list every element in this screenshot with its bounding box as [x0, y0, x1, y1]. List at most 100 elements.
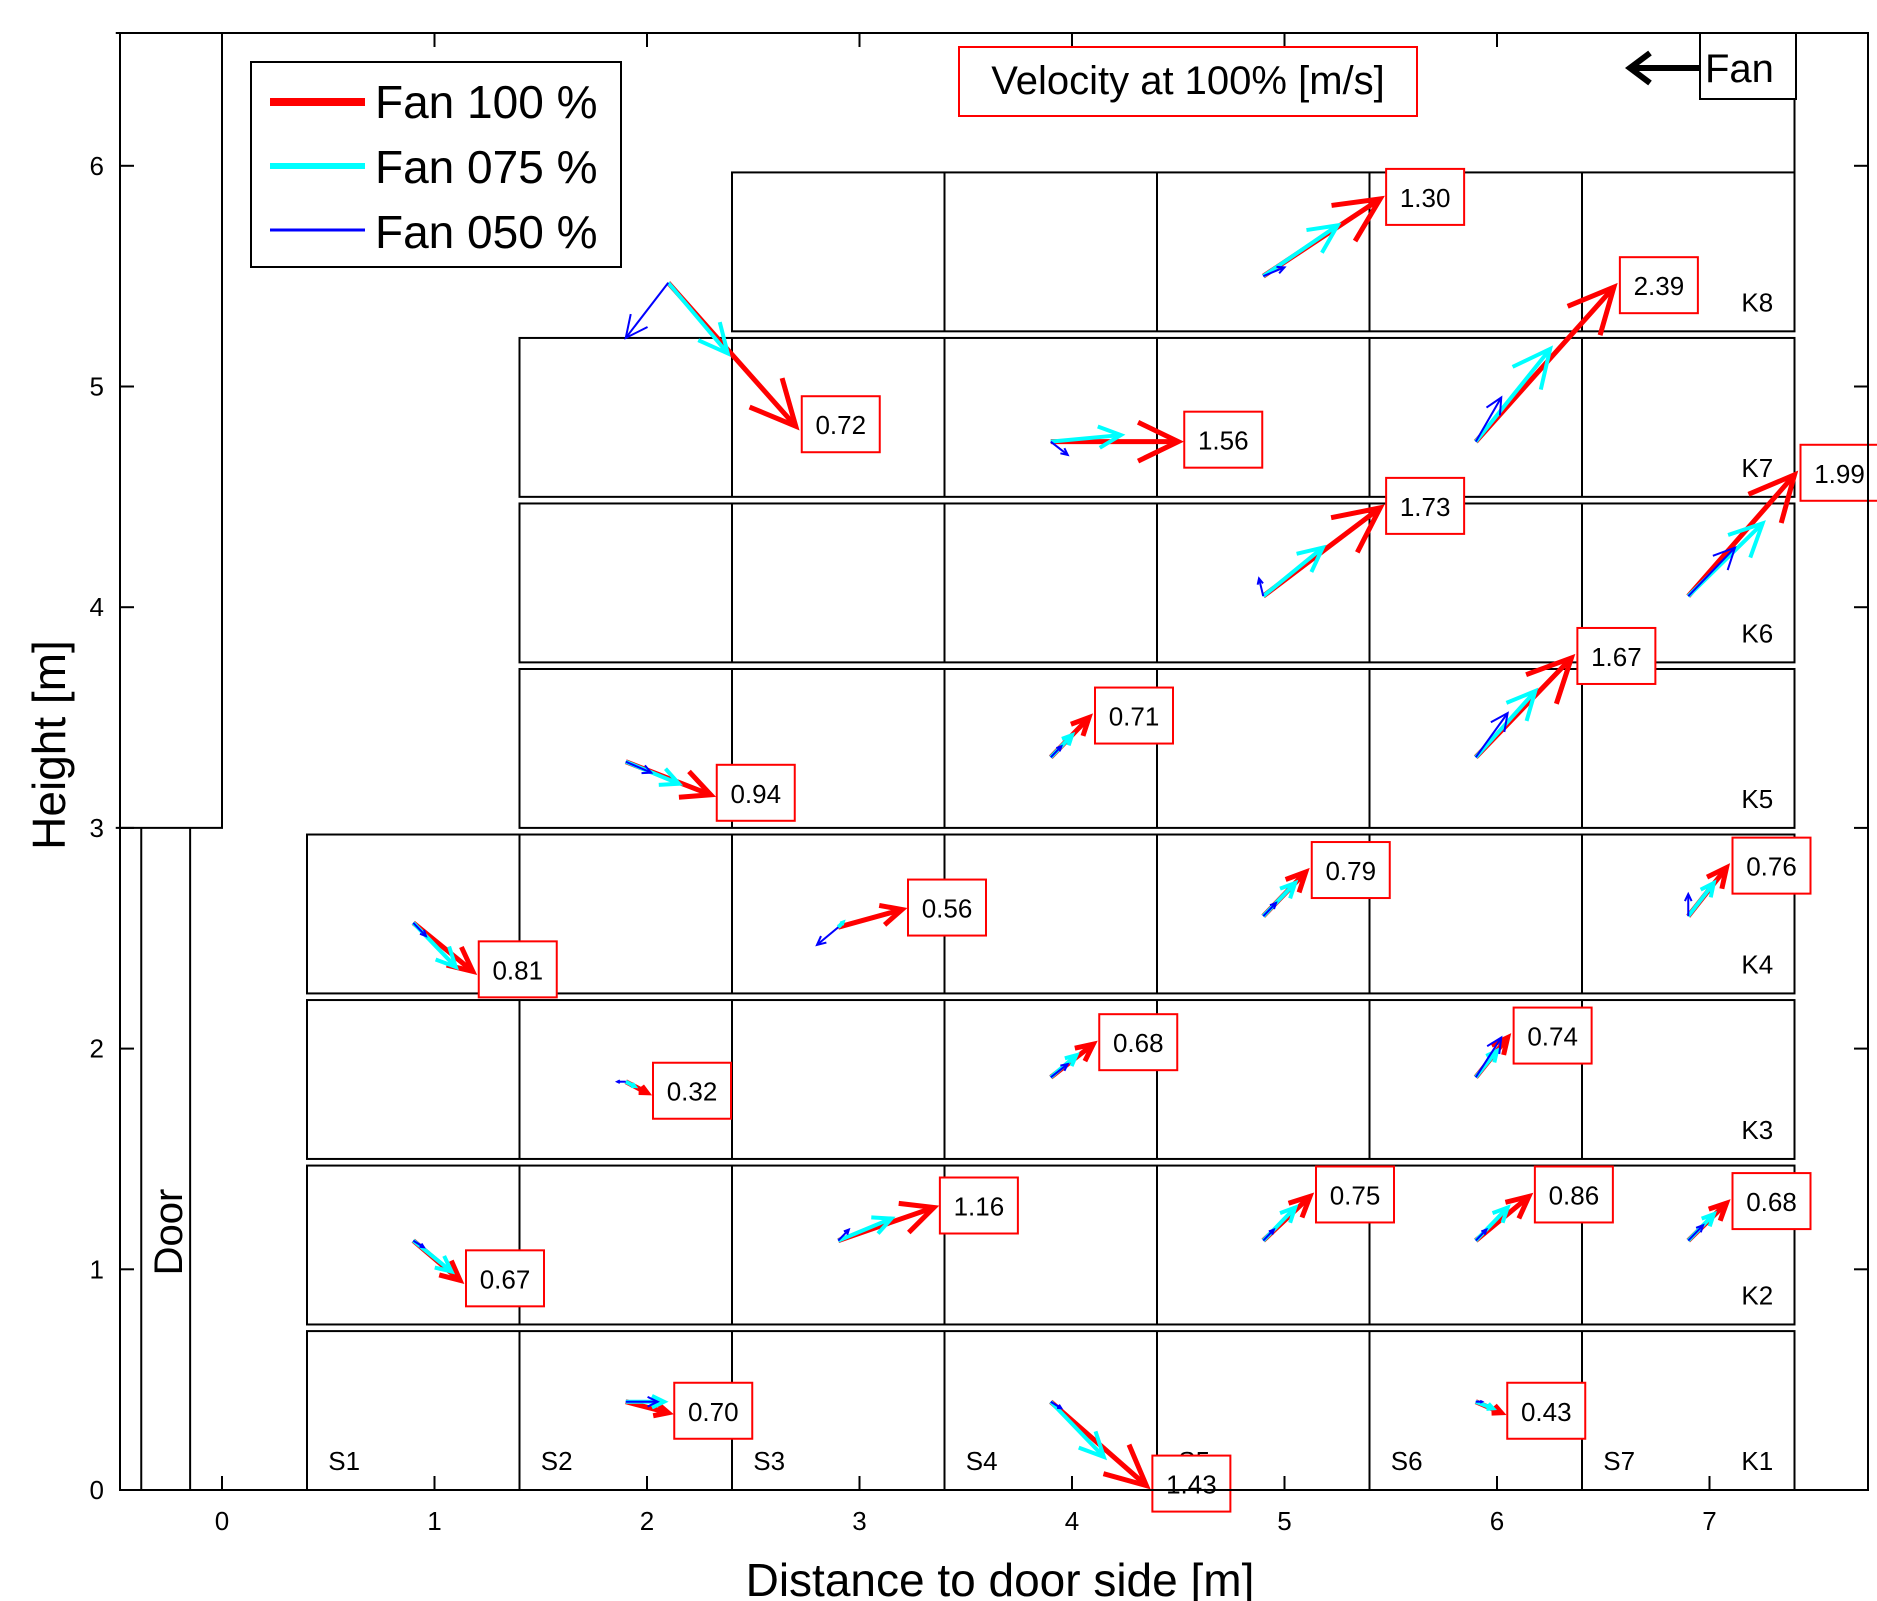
- vector-fan050-shaft: [1475, 1228, 1488, 1242]
- vector-fan050-shaft: [624, 282, 670, 339]
- vector-fan050-head: [1695, 1223, 1705, 1233]
- vector-fan050: [1050, 1400, 1064, 1410]
- vector-fan050-head: [614, 1079, 621, 1084]
- value-label-box: [1315, 1165, 1395, 1224]
- vector-fan075-head: [658, 767, 684, 787]
- vector-fan050-shaft: [816, 926, 839, 946]
- vector-fan075-shaft: [1686, 881, 1716, 918]
- vector-fan050-head: [641, 764, 654, 775]
- y-tick-label: 4: [90, 592, 104, 622]
- value-label: 1.67: [1576, 626, 1657, 685]
- vector-fan075-head: [434, 1255, 456, 1275]
- vector-fan100-head: [1287, 1192, 1315, 1219]
- column-label-s6: S6: [1391, 1446, 1423, 1476]
- vector-fan100-head: [898, 1200, 940, 1235]
- title-box: Velocity at 100% [m/s]: [958, 46, 1418, 117]
- value-label-text: 0.43: [1521, 1397, 1572, 1427]
- vector-fan075-shaft: [666, 281, 730, 355]
- vector-fan050-head: [1056, 1404, 1064, 1410]
- value-label: 1.56: [1183, 410, 1264, 469]
- vector-fan050: [1687, 1223, 1705, 1242]
- fan-marker: Fan: [1625, 32, 1797, 100]
- value-label: 0.86: [1533, 1165, 1614, 1224]
- vector-fan050: [1683, 891, 1693, 917]
- value-label-box: [1618, 256, 1699, 315]
- value-label: 0.81: [477, 940, 558, 999]
- y-tick-label: 6: [90, 151, 104, 181]
- vector-fan050-head: [624, 313, 648, 340]
- value-label-box: [1731, 836, 1812, 895]
- title-box-frame: [958, 46, 1418, 117]
- value-label: 0.71: [1094, 686, 1174, 745]
- vector-fan075-head: [1296, 544, 1327, 573]
- value-label-box: [652, 1061, 732, 1120]
- chart-annotation-title: Velocity at 100% [m/s]: [991, 59, 1385, 103]
- legend-label-fan050: Fan 050 %: [375, 206, 597, 258]
- fan-box: [1699, 32, 1797, 100]
- vector-fan100-head: [652, 1400, 674, 1419]
- fan-label: Fan: [1705, 47, 1774, 91]
- vector-fan100-head: [1525, 653, 1576, 705]
- vector-fan075: [1262, 222, 1342, 278]
- vector-fan100-head: [1330, 504, 1385, 554]
- column-label-s7: S7: [1603, 1446, 1635, 1476]
- vector-fan075-head: [630, 1082, 639, 1089]
- vector-fan075-head: [1064, 1052, 1080, 1067]
- value-label-box: [1512, 1006, 1593, 1065]
- vector-fan050: [625, 760, 654, 775]
- value-label-box: [1151, 1454, 1232, 1513]
- value-label: 1.99: [1799, 443, 1877, 502]
- x-tick-label: 6: [1490, 1506, 1504, 1536]
- vector-fan075: [1475, 1399, 1498, 1411]
- value-label-text: 0.68: [1113, 1028, 1164, 1058]
- vector-fan050: [1256, 576, 1265, 597]
- vector-fan075-head: [1279, 879, 1299, 899]
- value-label: 1.73: [1385, 476, 1466, 535]
- vector-fan050: [1050, 440, 1070, 457]
- vector-fan050-head: [1269, 901, 1278, 910]
- row-label-k8: K8: [1741, 287, 1773, 317]
- vector-fan050-head: [1060, 1062, 1070, 1072]
- row-box-k3: [306, 999, 1796, 1160]
- vector-fan075: [836, 919, 846, 929]
- y-tick-label: 0: [90, 1475, 104, 1505]
- value-label-text: 1.99: [1814, 459, 1865, 489]
- vector-fan050-head: [1256, 576, 1264, 585]
- vector-fan075-head: [697, 321, 731, 357]
- row-box-k8: [731, 171, 1796, 333]
- value-label-box: [673, 1381, 754, 1440]
- vector-fan075-shaft: [837, 1216, 893, 1243]
- vector-fan100-head: [1747, 470, 1799, 524]
- value-label: 0.67: [465, 1249, 545, 1308]
- x-tick-label: 1: [427, 1506, 441, 1536]
- vector-fan100-head: [438, 1259, 465, 1285]
- vector-fan050-head: [1486, 1035, 1503, 1055]
- value-label-text: 0.75: [1330, 1180, 1381, 1210]
- value-label-box: [465, 1249, 545, 1308]
- value-label: 1.16: [938, 1176, 1019, 1235]
- vector-fan075-head: [1727, 520, 1766, 559]
- vector-fan100-head: [1504, 1192, 1534, 1220]
- value-label-box: [1310, 841, 1391, 900]
- vector-fan050-head: [1712, 545, 1737, 571]
- vector-fan075-head: [871, 1215, 896, 1235]
- x-tick-label: 5: [1277, 1506, 1291, 1536]
- value-label-text: 2.39: [1634, 271, 1685, 301]
- vector-fan050-shaft: [1262, 902, 1277, 917]
- vector-fan050: [412, 1239, 426, 1249]
- x-axis-label: Distance to door side [m]: [746, 1554, 1255, 1601]
- vector-fan050-head: [419, 1242, 426, 1249]
- vector-fan100-head: [1070, 713, 1093, 737]
- y-tick-label: 1: [90, 1254, 104, 1284]
- vector-fan100: [837, 902, 908, 930]
- value-label-box: [1385, 167, 1466, 226]
- value-label: 2.39: [1618, 256, 1699, 315]
- x-tick-label: 3: [852, 1506, 866, 1536]
- value-label-text: 0.32: [667, 1077, 718, 1107]
- vector-fan075: [1474, 345, 1554, 443]
- vector-fan075-head: [1061, 731, 1076, 747]
- vector-fan075-shaft: [1474, 347, 1552, 443]
- value-label-text: 0.86: [1549, 1180, 1600, 1210]
- row-label-k2: K2: [1741, 1280, 1773, 1310]
